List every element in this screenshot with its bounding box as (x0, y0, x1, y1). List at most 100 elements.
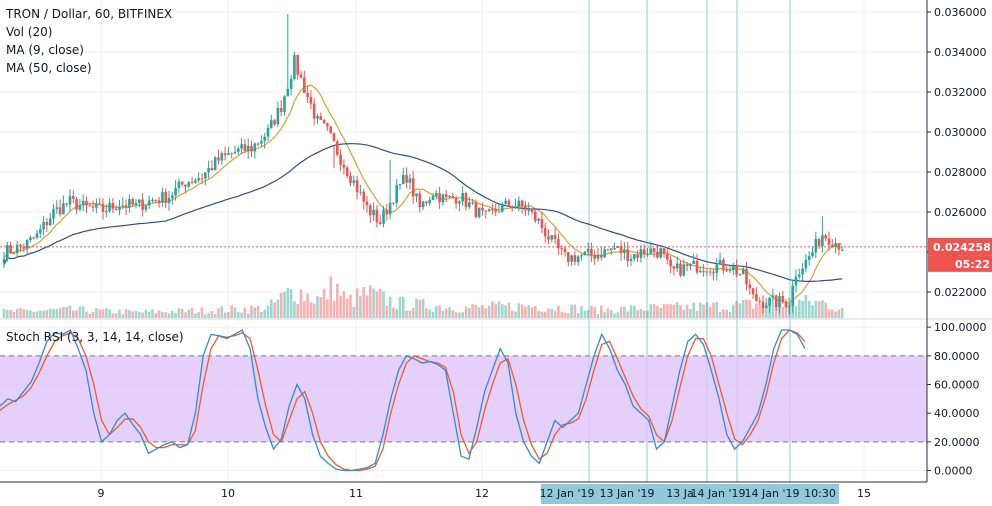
volume-bar (494, 303, 497, 318)
volume-bar (573, 304, 577, 318)
candle-body (48, 218, 52, 226)
candle-body (270, 120, 273, 128)
volume-bar (144, 309, 148, 318)
volume-bar (174, 313, 177, 318)
volume-bar (227, 312, 230, 318)
ma50-legend: MA (50, close) (6, 61, 92, 75)
candle-body (728, 270, 732, 272)
volume-bar (210, 311, 214, 318)
volume-bar (388, 296, 392, 318)
volume-bar (553, 310, 557, 318)
stoch-k-line (0, 329, 806, 472)
volume-bar (444, 308, 448, 318)
volume-bar (2, 309, 6, 318)
candle-body (784, 301, 788, 308)
volume-bar (52, 309, 55, 318)
candle-body (39, 229, 42, 234)
volume-bar (55, 309, 59, 318)
candle-body (679, 263, 682, 276)
candle-body (322, 119, 326, 124)
time-highlight-label: 13 Ja (666, 487, 693, 500)
volume-bar (708, 306, 712, 318)
volume-bar (563, 312, 567, 318)
volume-bar (741, 300, 745, 318)
volume-bar (62, 306, 65, 318)
candle-body (9, 245, 12, 253)
stoch-d-line (0, 329, 806, 472)
candle-body (626, 249, 629, 262)
volume-bar (329, 276, 332, 318)
candle-body (329, 126, 332, 133)
volume-bar (636, 310, 639, 318)
volume-bar (22, 309, 26, 318)
candle-body (111, 202, 115, 209)
candle-body (190, 182, 194, 184)
candle-body (306, 92, 309, 98)
candle-body (382, 209, 385, 224)
volume-bar (151, 309, 154, 318)
candle-body (639, 249, 643, 258)
candle-body (454, 198, 458, 204)
candle-body (355, 180, 359, 193)
candle-body (811, 252, 814, 257)
candle-body (128, 199, 131, 208)
volume-bar (362, 286, 365, 318)
candle-body (121, 205, 125, 207)
candle-body (514, 206, 517, 208)
candle-body (207, 168, 210, 173)
volume-bar (801, 301, 804, 318)
candle-body (735, 266, 738, 275)
candle-body (524, 206, 527, 211)
price-tick-label: 0.030000 (934, 126, 987, 139)
candle-body (553, 235, 557, 240)
candle-body (309, 97, 313, 104)
candle-body (576, 256, 580, 262)
candle-body (464, 193, 468, 208)
volume-bar (369, 285, 372, 318)
volume-bar (491, 301, 494, 318)
volume-bar (583, 310, 587, 318)
last-price-text: 0.024258 (933, 241, 991, 254)
candle-body (441, 194, 445, 203)
stoch-tick-label: 100.0000 (934, 321, 987, 334)
volume-bar (349, 294, 352, 318)
volume-bar (204, 314, 207, 318)
volume-bar (39, 310, 42, 318)
candle-body (392, 202, 395, 204)
candle-body (807, 256, 811, 260)
volume-bar (296, 303, 299, 318)
volume-bar (474, 304, 478, 318)
volume-bar (603, 312, 606, 318)
candle-body (263, 136, 266, 141)
candle-body (534, 211, 537, 221)
volume-bar (656, 306, 659, 318)
candle-body (725, 270, 728, 272)
candle-body (402, 175, 405, 185)
volume-bar (339, 295, 342, 318)
candle-body (141, 199, 144, 210)
volume-bar (831, 309, 834, 318)
candle-body (613, 247, 616, 249)
candle-body (312, 103, 316, 119)
candle-body (22, 246, 26, 249)
volume-bar (141, 312, 144, 318)
volume-bar (88, 313, 92, 318)
candle-body (695, 260, 699, 273)
candle-body (487, 209, 491, 212)
candle-body (448, 196, 451, 198)
volume-bar (814, 300, 818, 318)
candle-body (184, 184, 187, 187)
volume-bar (477, 307, 481, 318)
candle-body (388, 202, 392, 215)
volume-bar (171, 310, 174, 318)
candle-body (758, 300, 761, 302)
volume-bar (161, 312, 164, 318)
candle-body (210, 168, 214, 171)
candle-body (774, 295, 778, 307)
volume-bar (484, 308, 488, 318)
candle-body (702, 271, 705, 273)
candle-body (600, 254, 603, 258)
volume-bar (639, 308, 643, 318)
volume-bar (230, 305, 233, 318)
